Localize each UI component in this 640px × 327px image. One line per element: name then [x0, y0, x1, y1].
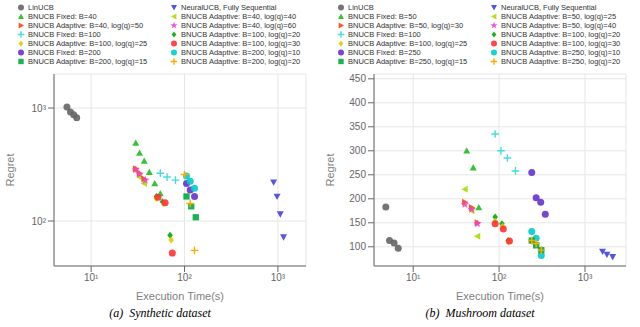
svg-text:400: 400: [349, 97, 366, 108]
svg-text:250: 250: [349, 169, 366, 180]
html-text:BNUCB Adaptive: B=40, log(q)=6: BNUCB Adaptive: B=40, log(q)=60: [181, 21, 297, 30]
svg-text:150: 150: [349, 217, 366, 228]
svg-text:10²: 10²: [177, 272, 192, 283]
html-text:BNUCB Adaptive: B=200, log(q)=: BNUCB Adaptive: B=200, log(q)=15: [28, 57, 148, 66]
svg-text:450: 450: [349, 73, 366, 84]
svg-text:10¹: 10¹: [84, 272, 99, 283]
html-text:BNUCB Adaptive: B=40, log(q)=4: BNUCB Adaptive: B=40, log(q)=40: [181, 12, 297, 21]
svg-text:10²: 10²: [32, 216, 47, 227]
html-text:BNUCB Adaptive: B=100, log(q)=: BNUCB Adaptive: B=100, log(q)=25: [28, 39, 148, 48]
html-text:LinUCB: LinUCB: [28, 3, 54, 12]
html-text:BNUCB Adaptive: B=50, log(q)=2: BNUCB Adaptive: B=50, log(q)=25: [501, 12, 617, 21]
html-text:NeuralUCB, Fully Sequential: NeuralUCB, Fully Sequential: [501, 3, 597, 12]
svg-text:350: 350: [349, 121, 366, 132]
html-text:BNUCB Adaptive: B=200, log(q)=: BNUCB Adaptive: B=200, log(q)=20: [181, 57, 301, 66]
html-text:BNUCB Fixed: B=40: BNUCB Fixed: B=40: [28, 12, 97, 21]
html-text:(a) Synthetic dataset: (a) Synthetic dataset: [109, 306, 211, 320]
svg-text:10¹: 10¹: [406, 272, 421, 283]
html-text:BNUCB Adaptive: B=250, log(q)=: BNUCB Adaptive: B=250, log(q)=20: [501, 57, 621, 66]
html-text:BNUCB Fixed: B=200: BNUCB Fixed: B=200: [28, 48, 101, 57]
svg-text:Regret: Regret: [8, 153, 16, 186]
html-text:BNUCB Fixed: B=100: BNUCB Fixed: B=100: [28, 30, 101, 39]
html-text:BNUCB Adaptive: B=200, log(q)=: BNUCB Adaptive: B=200, log(q)=10: [181, 48, 301, 57]
html-text:BNUCB Fixed: B=250: BNUCB Fixed: B=250: [348, 48, 421, 57]
html-text:BNUCB Adaptive: B=250, log(q)=: BNUCB Adaptive: B=250, log(q)=15: [348, 57, 468, 66]
svg-text:100: 100: [349, 241, 366, 252]
html-text:(b) Mushroom dataset: (b) Mushroom dataset: [425, 306, 535, 320]
svg-text:300: 300: [349, 145, 366, 156]
svg-text:Execution Time(s): Execution Time(s): [136, 290, 224, 302]
html-text:BNUCB Adaptive: B=250, log(q)=: BNUCB Adaptive: B=250, log(q)=10: [501, 48, 621, 57]
html-text:BNUCB Adaptive: B=100, log(q)=: BNUCB Adaptive: B=100, log(q)=30: [501, 39, 621, 48]
html-text:BNUCB Adaptive: B=100, log(q)=: BNUCB Adaptive: B=100, log(q)=20: [181, 30, 301, 39]
html-text:BNUCB Adaptive: B=40, log(q)=5: BNUCB Adaptive: B=40, log(q)=50: [28, 21, 144, 30]
html-text:BNUCB Fixed: B=100: BNUCB Fixed: B=100: [348, 30, 421, 39]
svg-text:200: 200: [349, 193, 366, 204]
svg-text:10²: 10²: [492, 272, 507, 283]
svg-text:10³: 10³: [578, 272, 593, 283]
html-text:BNUCB Fixed: B=50: BNUCB Fixed: B=50: [348, 12, 417, 21]
svg-text:10³: 10³: [271, 272, 286, 283]
html-text:BNUCB Adaptive: B=50, log(q)=3: BNUCB Adaptive: B=50, log(q)=30: [348, 21, 464, 30]
html-text:LinUCB: LinUCB: [348, 3, 374, 12]
html-text:BNUCB Adaptive: B=50, log(q)=4: BNUCB Adaptive: B=50, log(q)=40: [501, 21, 617, 30]
svg-text:Regret: Regret: [324, 153, 336, 186]
svg-text:10³: 10³: [32, 103, 47, 114]
html-text:BNUCB Adaptive: B=100, log(q)=: BNUCB Adaptive: B=100, log(q)=20: [501, 30, 621, 39]
html-text:NeuralUCB, Fully Sequential: NeuralUCB, Fully Sequential: [181, 3, 277, 12]
svg-text:Execution Time(s): Execution Time(s): [456, 290, 544, 302]
html-text:BNUCB Adaptive: B=100, log(q)=: BNUCB Adaptive: B=100, log(q)=30: [181, 39, 301, 48]
html-text:BNUCB Adaptive: B=100, log(q)=: BNUCB Adaptive: B=100, log(q)=25: [348, 39, 468, 48]
